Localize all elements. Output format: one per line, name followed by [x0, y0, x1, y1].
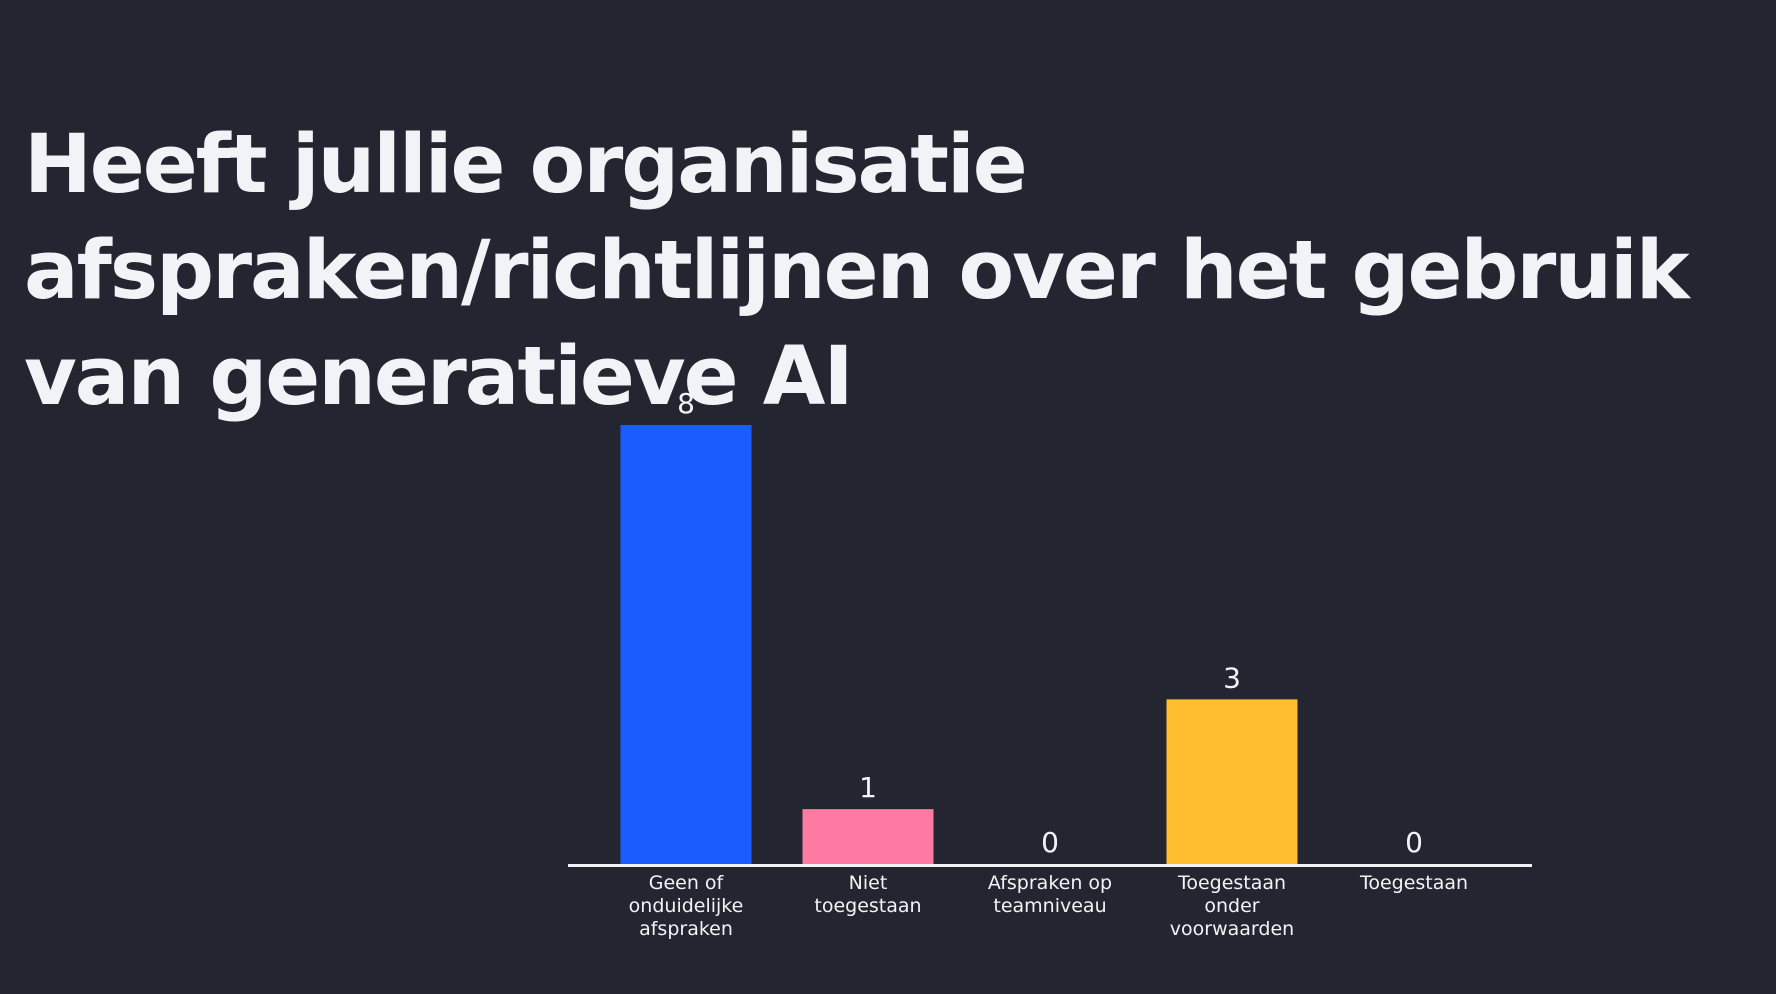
category-label-2: Afspraken op teamniveau: [988, 872, 1112, 917]
category-label-4: Toegestaan: [1359, 872, 1468, 894]
value-label-1: 1: [859, 771, 877, 804]
chart-title: Heeft jullie organisatie afspraken/richt…: [24, 118, 1690, 424]
bar-1: [802, 809, 934, 864]
category-labels-group: Geen of onduidelijke afspraken Niet toegesta…: [629, 872, 1468, 940]
category-label-1: Niet toegestaan: [814, 872, 921, 917]
bar-0: [620, 425, 752, 864]
value-label-3: 3: [1223, 661, 1241, 694]
value-label-2: 0: [1041, 826, 1059, 859]
bars-group: [620, 425, 1298, 864]
category-label-3: Toegestaan onder voorwaarden: [1170, 872, 1294, 940]
bar-3: [1166, 699, 1298, 864]
value-labels-group: 8 1 0 3 0: [677, 387, 1423, 859]
value-label-4: 0: [1405, 826, 1423, 859]
category-label-0: Geen of onduidelijke afspraken: [629, 872, 744, 940]
value-label-0: 8: [677, 387, 695, 420]
